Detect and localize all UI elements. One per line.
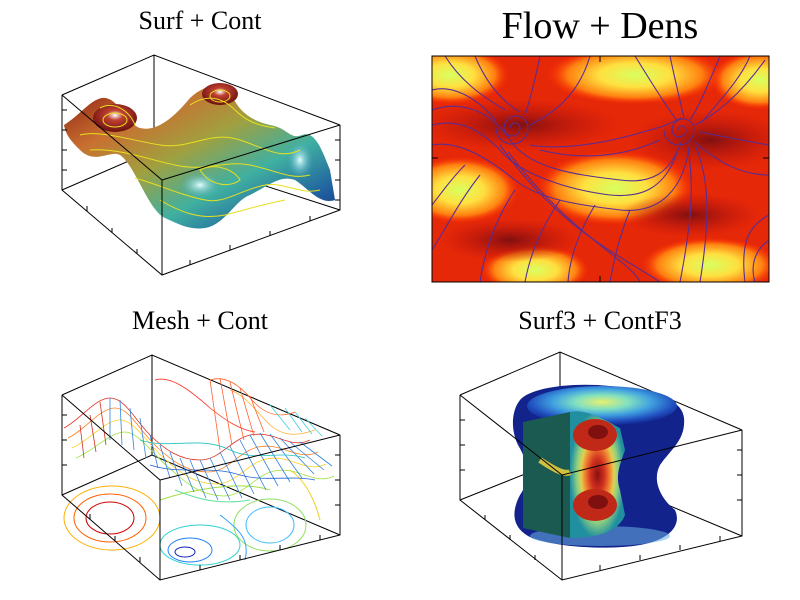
panel-surf-cont: Surf + Cont	[40, 0, 360, 300]
panel-surf3-contf3: Surf3 + ContF3	[420, 300, 780, 600]
box-front-edges	[459, 394, 743, 581]
base-contours	[63, 469, 321, 566]
surface-highlight	[178, 171, 222, 199]
panel-flow-dens: Flow + Dens	[420, 0, 780, 300]
density-map	[432, 56, 769, 282]
panel-title: Surf3 + ContF3	[518, 306, 682, 335]
panel-title: Surf + Cont	[138, 6, 262, 35]
box-back-edges	[61, 354, 341, 536]
surface-peak	[202, 83, 238, 105]
panel-title: Mesh + Cont	[131, 306, 268, 335]
surface-peak	[93, 104, 137, 132]
flow-dens-plot	[431, 55, 770, 283]
axis-ticks	[432, 56, 769, 282]
contour-lines	[79, 89, 321, 218]
surf-cont-plot	[61, 54, 341, 276]
wireframe-mesh	[63, 377, 335, 501]
panel-title: Flow + Dens	[501, 5, 699, 47]
mesh-cont-plot	[61, 354, 341, 581]
box-front-edges	[61, 94, 341, 276]
axis-ticks	[62, 109, 340, 265]
flow-streamlines	[432, 56, 769, 282]
surface-highlight	[286, 140, 314, 180]
core-lower	[588, 495, 608, 509]
surface	[64, 85, 335, 229]
surf3-contf3-plot	[459, 351, 743, 581]
box-front-edges	[61, 394, 341, 581]
cut-face-band	[538, 457, 572, 476]
axis-ticks	[62, 414, 340, 570]
axis-ticks	[460, 419, 742, 570]
core-upper	[588, 425, 608, 439]
panel-mesh-cont: Mesh + Cont	[40, 300, 360, 600]
cut-face-left	[523, 412, 570, 538]
